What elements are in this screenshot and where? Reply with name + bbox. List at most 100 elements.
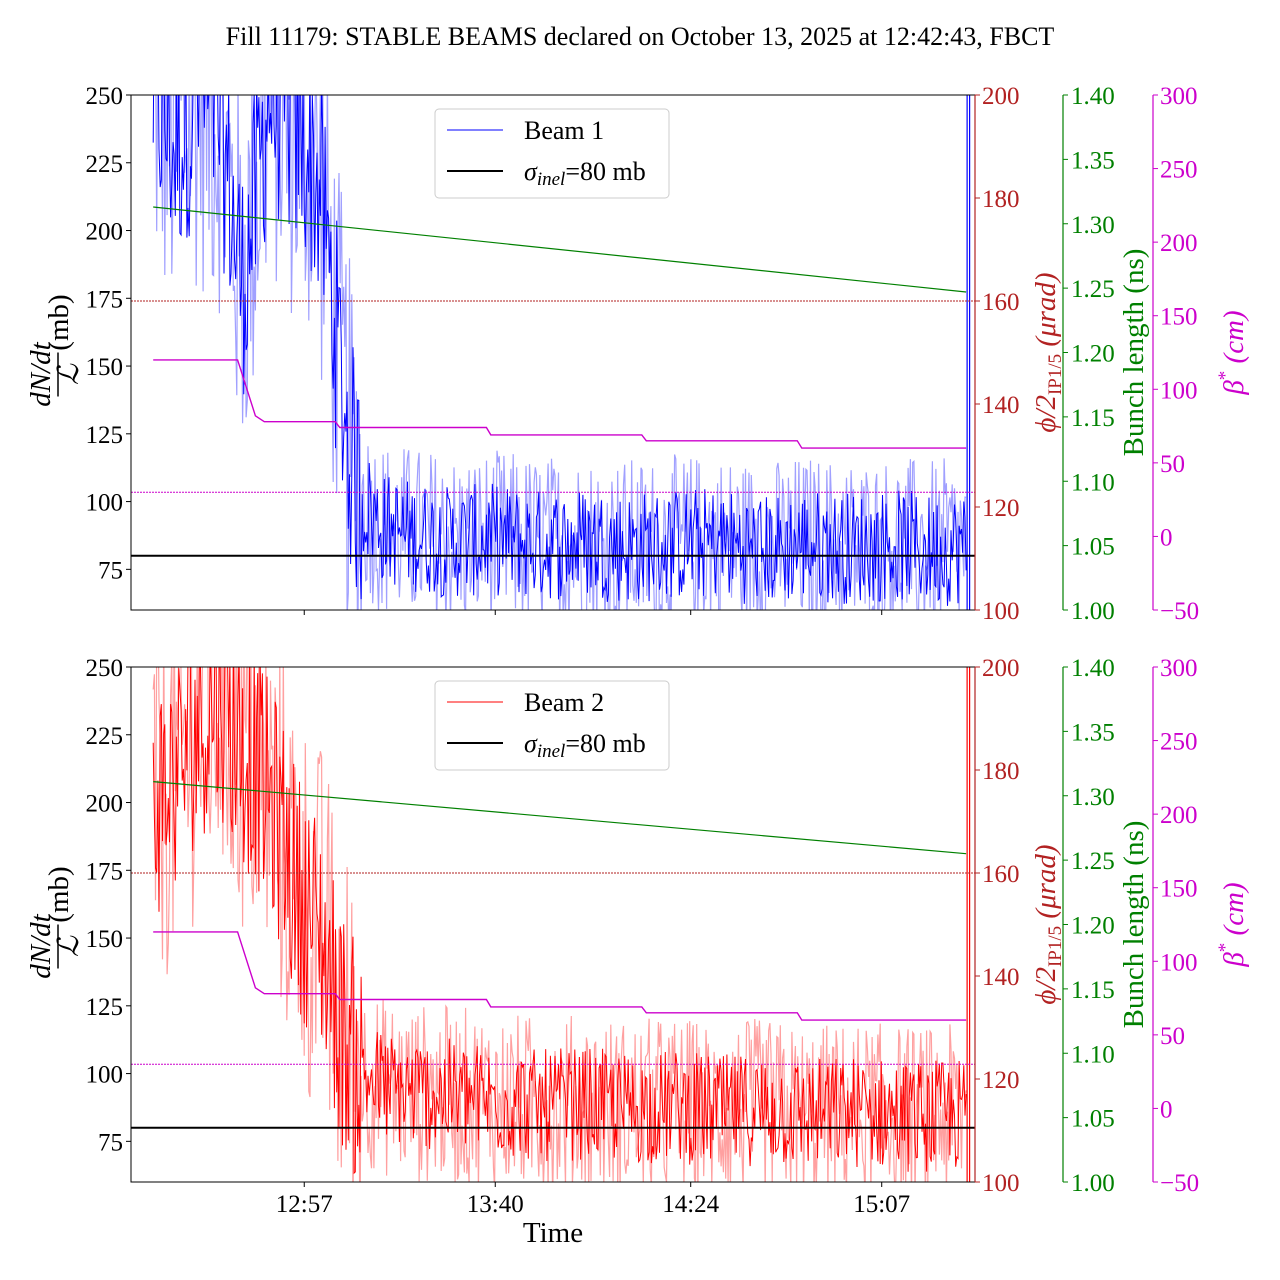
y-tick-label: 125 bbox=[86, 994, 124, 1021]
y-tick-label: 125 bbox=[86, 422, 124, 449]
crossing-tick-label: 160 bbox=[982, 289, 1020, 316]
label-part: =80 mb bbox=[565, 157, 645, 186]
label-part: * bbox=[1215, 371, 1236, 381]
crossing-tick-label: 160 bbox=[982, 861, 1020, 888]
bunch-tick-label: 1.05 bbox=[1071, 1106, 1115, 1133]
crossing-tick-label: 140 bbox=[982, 392, 1020, 419]
crossing-tick-label: 100 bbox=[982, 1170, 1020, 1197]
y-label-unit: (mb) bbox=[43, 294, 75, 350]
label-part: σ bbox=[524, 729, 538, 758]
beta-tick-label: 150 bbox=[1160, 876, 1198, 903]
x-tick-label: 13:40 bbox=[467, 1191, 524, 1218]
label-part: inel bbox=[537, 741, 566, 762]
y-tick-label: 225 bbox=[86, 723, 124, 750]
bunch-length-line bbox=[153, 206, 967, 293]
legend-label-sigma: σinel=80 mb bbox=[524, 729, 646, 762]
y-tick-label: 100 bbox=[86, 1062, 124, 1089]
beta-tick-label: −50 bbox=[1160, 1170, 1199, 1197]
x-tick-label: 15:07 bbox=[853, 1191, 910, 1218]
series-band-beam1 bbox=[155, 95, 967, 610]
crossing-tick-label: 140 bbox=[982, 964, 1020, 991]
label-part: =80 mb bbox=[565, 729, 645, 758]
beta-tick-label: 0 bbox=[1160, 524, 1173, 551]
beta-tick-label: 100 bbox=[1160, 949, 1198, 976]
y-label-numerator: dN/dt bbox=[25, 341, 57, 406]
legend-label-sigma: σinel=80 mb bbox=[524, 157, 646, 190]
crossing-tick-label: 120 bbox=[982, 1067, 1020, 1094]
beta-tick-label: 250 bbox=[1160, 729, 1198, 756]
panel-beam1: 75 100 125 150 175 200 225 250 dN/dtℒ (mb) 100 120 1… bbox=[25, 83, 1250, 625]
y-tick-label: 225 bbox=[86, 151, 124, 178]
x-tick-label: 14:24 bbox=[662, 1191, 719, 1218]
bunch-tick-label: 1.25 bbox=[1071, 848, 1115, 875]
bunch-tick-label: 1.35 bbox=[1071, 147, 1115, 174]
x-axis-label: Time bbox=[523, 1217, 583, 1249]
label-part: * bbox=[1215, 943, 1236, 953]
crossing-axis-label: ϕ/2IP1/5 (μrad) bbox=[1030, 844, 1066, 1004]
bunch-axis-label: Bunch length (ns) bbox=[1118, 249, 1150, 457]
series-line-beam2 bbox=[152, 667, 967, 1175]
bunch-tick-label: 1.15 bbox=[1071, 405, 1115, 432]
label-part: σ bbox=[524, 157, 538, 186]
bunch-tick-label: 1.15 bbox=[1071, 977, 1115, 1004]
crossing-tick-label: 100 bbox=[982, 598, 1020, 625]
y-axis-label: dN/dtℒ (mb) bbox=[25, 866, 85, 978]
y-tick-label: 150 bbox=[86, 354, 124, 381]
label-part: inel bbox=[537, 169, 566, 190]
label-part: β bbox=[1218, 952, 1250, 968]
beta-tick-label: 300 bbox=[1160, 83, 1198, 110]
y-label-numerator: dN/dt bbox=[25, 913, 57, 978]
bunch-length-line bbox=[153, 781, 967, 855]
label-part: ϕ/2 bbox=[1030, 967, 1062, 1005]
label-part: β bbox=[1218, 380, 1250, 396]
y-tick-label: 75 bbox=[98, 557, 123, 584]
y-label-unit: (mb) bbox=[43, 866, 75, 922]
legend: Beam 1 σinel=80 mb bbox=[434, 108, 670, 199]
bunch-tick-label: 1.00 bbox=[1071, 1170, 1115, 1197]
bunch-tick-label: 1.10 bbox=[1071, 469, 1115, 496]
y-tick-label: 175 bbox=[86, 858, 124, 885]
bunch-tick-label: 1.00 bbox=[1071, 598, 1115, 625]
label-part: (cm) bbox=[1218, 882, 1250, 942]
beta-star-line bbox=[153, 359, 967, 449]
y-tick-label: 250 bbox=[86, 655, 124, 682]
legend-frame bbox=[434, 108, 670, 199]
y-tick-label: 100 bbox=[86, 490, 124, 517]
y-label-denominator: ℒ bbox=[53, 935, 85, 957]
beta-tick-label: 50 bbox=[1160, 451, 1185, 478]
beta-tick-label: 100 bbox=[1160, 377, 1198, 404]
panel-beam2: 75 100 125 150 175 200 225 250 12:57 13:40 14:24 15… bbox=[25, 655, 1250, 1218]
label-part: (μrad) bbox=[1030, 844, 1062, 925]
bunch-tick-label: 1.30 bbox=[1071, 212, 1115, 239]
bunch-tick-label: 1.40 bbox=[1071, 83, 1115, 110]
beta-tick-label: 150 bbox=[1160, 304, 1198, 331]
y-axis-label: dN/dtℒ (mb) bbox=[25, 294, 85, 406]
label-part: (μrad) bbox=[1030, 272, 1062, 353]
y-tick-label: 200 bbox=[86, 219, 124, 246]
y-tick-label: 250 bbox=[86, 83, 124, 110]
legend-label-beam: Beam 2 bbox=[524, 688, 604, 717]
beta-tick-label: 200 bbox=[1160, 802, 1198, 829]
bunch-tick-label: 1.20 bbox=[1071, 341, 1115, 368]
label-part: (cm) bbox=[1218, 310, 1250, 370]
plot-area bbox=[152, 95, 971, 610]
beta-tick-label: 0 bbox=[1160, 1096, 1173, 1123]
beta-tick-label: 250 bbox=[1160, 157, 1198, 184]
label-part: ϕ/2 bbox=[1030, 395, 1062, 433]
beta-star-line bbox=[153, 931, 967, 1021]
crossing-axis-label: ϕ/2IP1/5 (μrad) bbox=[1030, 272, 1066, 432]
label-part: IP1/5 bbox=[1045, 354, 1066, 395]
bunch-tick-label: 1.35 bbox=[1071, 719, 1115, 746]
beta-axis-label: β* (cm) bbox=[1215, 310, 1250, 395]
beta-tick-label: 300 bbox=[1160, 655, 1198, 682]
legend-frame bbox=[434, 680, 670, 771]
bunch-tick-label: 1.05 bbox=[1071, 534, 1115, 561]
beta-axis-label: β* (cm) bbox=[1215, 882, 1250, 967]
crossing-tick-label: 180 bbox=[982, 758, 1020, 785]
label-part: IP1/5 bbox=[1045, 926, 1066, 967]
bunch-tick-label: 1.20 bbox=[1071, 913, 1115, 940]
crossing-tick-label: 180 bbox=[982, 186, 1020, 213]
series-line-beam1 bbox=[152, 95, 967, 606]
bunch-tick-label: 1.25 bbox=[1071, 276, 1115, 303]
